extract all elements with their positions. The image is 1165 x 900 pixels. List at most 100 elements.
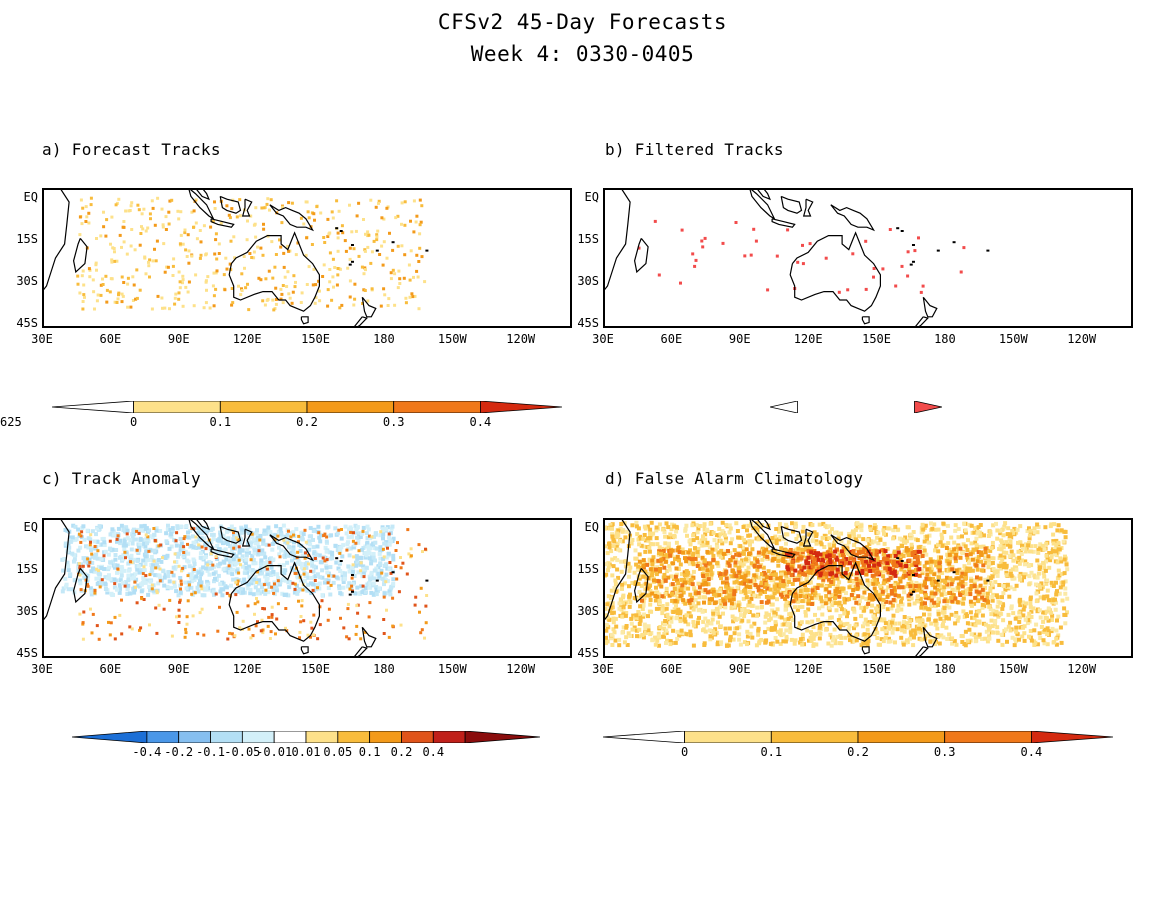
grid-cell <box>887 623 892 628</box>
grid-cell <box>954 611 959 615</box>
grid-cell <box>987 604 992 609</box>
grid-cell <box>195 526 200 531</box>
grid-cell <box>177 621 181 624</box>
grid-cell <box>164 539 169 544</box>
grid-cell <box>119 570 124 574</box>
grid-cell <box>232 531 235 535</box>
grid-cell <box>105 300 109 304</box>
grid-cell <box>839 641 844 646</box>
grid-cell <box>319 533 323 538</box>
grid-cell <box>81 300 85 303</box>
grid-cell <box>1054 543 1059 547</box>
grid-cell <box>301 532 306 537</box>
grid-cell <box>1035 642 1040 647</box>
grid-cell <box>604 628 609 633</box>
grid-cell <box>190 254 194 258</box>
grid-cell <box>827 536 832 541</box>
grid-cell <box>708 568 713 573</box>
grid-cell <box>690 523 695 528</box>
grid-cell <box>650 638 655 643</box>
grid-cell <box>810 523 815 527</box>
grid-cell <box>700 540 704 545</box>
grid-cell <box>185 535 190 540</box>
grid-cell <box>838 622 843 627</box>
grid-cell <box>701 245 705 249</box>
grid-cell <box>1035 522 1040 527</box>
grid-cell <box>679 628 684 633</box>
grid-cell <box>247 575 252 579</box>
grid-cell <box>617 643 622 648</box>
grid-cell <box>821 622 825 627</box>
grid-cell <box>204 280 208 284</box>
grid-cell <box>323 532 327 536</box>
grid-cell <box>325 558 329 562</box>
grid-cell <box>287 585 292 590</box>
grid-cell <box>693 597 698 602</box>
grid-cell <box>931 577 935 581</box>
grid-cell <box>339 616 342 620</box>
grid-cell <box>746 572 751 577</box>
grid-cell <box>222 273 226 277</box>
grid-cell <box>276 579 280 583</box>
grid-cell <box>270 240 274 244</box>
grid-cell <box>365 541 370 546</box>
grid-cell <box>635 567 640 572</box>
grid-cell <box>420 204 424 208</box>
grid-cell <box>635 628 639 633</box>
grid-cell <box>149 566 154 571</box>
grid-cell <box>784 525 789 530</box>
grid-cell <box>355 604 359 608</box>
grid-cell <box>211 220 215 224</box>
grid-cell <box>343 239 347 243</box>
grid-cell <box>838 604 843 609</box>
grid-cell <box>648 541 653 546</box>
grid-cell <box>984 629 989 634</box>
grid-cell <box>246 604 250 608</box>
grid-cell <box>872 526 877 531</box>
grid-cell <box>362 218 365 221</box>
grid-cell <box>335 531 340 536</box>
grid-cell <box>728 541 733 546</box>
grid-cell <box>378 556 383 561</box>
grid-cell <box>99 579 104 584</box>
grid-cell <box>106 552 111 557</box>
grid-cell <box>132 590 137 595</box>
grid-cell <box>265 572 270 576</box>
grid-cell <box>268 208 271 212</box>
grid-cell <box>1065 596 1070 601</box>
grid-cell <box>274 588 279 593</box>
grid-cell <box>754 594 759 599</box>
grid-cell <box>959 634 964 638</box>
grid-cell <box>224 529 229 534</box>
grid-cell <box>122 538 127 543</box>
grid-cell <box>167 222 171 226</box>
grid-cell <box>1001 584 1006 589</box>
grid-cell <box>129 560 132 564</box>
grid-cell <box>124 525 129 530</box>
grid-cell <box>660 579 665 584</box>
grid-cell <box>154 558 159 563</box>
grid-cell <box>277 545 281 550</box>
grid-cell <box>200 587 204 591</box>
grid-cell <box>107 565 112 570</box>
grid-cell <box>640 632 645 637</box>
coastline <box>633 238 649 274</box>
grid-cell <box>125 532 129 536</box>
island <box>936 249 940 252</box>
grid-cell <box>617 606 622 611</box>
grid-cell <box>184 627 188 631</box>
grid-cell <box>963 528 968 533</box>
grid-cell <box>291 290 295 294</box>
grid-cell <box>121 557 126 562</box>
grid-cell <box>201 526 206 530</box>
grid-cell <box>346 602 350 606</box>
grid-cell <box>899 599 903 604</box>
grid-cell <box>929 602 934 607</box>
grid-cell <box>181 548 186 553</box>
map-panel-b <box>603 188 1133 328</box>
grid-cell <box>701 619 706 624</box>
grid-cell <box>309 569 313 573</box>
grid-cell <box>172 580 176 584</box>
grid-cell <box>398 282 402 285</box>
grid-cell <box>121 528 126 532</box>
